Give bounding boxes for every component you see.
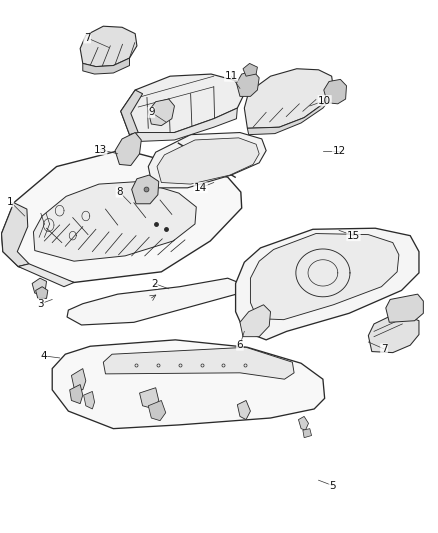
Polygon shape <box>247 88 333 135</box>
Text: 4: 4 <box>40 351 47 361</box>
Polygon shape <box>2 203 29 266</box>
Polygon shape <box>121 90 143 135</box>
Polygon shape <box>33 181 196 261</box>
Polygon shape <box>303 429 311 438</box>
Text: 2: 2 <box>151 279 158 288</box>
Polygon shape <box>130 108 237 142</box>
Polygon shape <box>148 400 166 421</box>
Text: 3: 3 <box>38 298 44 309</box>
Polygon shape <box>243 63 258 76</box>
Text: 6: 6 <box>237 340 243 350</box>
Polygon shape <box>70 384 83 403</box>
Polygon shape <box>35 287 48 298</box>
Text: 15: 15 <box>347 231 360 241</box>
Text: 8: 8 <box>116 187 123 197</box>
Text: 12: 12 <box>332 146 346 156</box>
Polygon shape <box>237 71 259 96</box>
Polygon shape <box>386 294 424 322</box>
Polygon shape <box>244 69 333 128</box>
Polygon shape <box>83 58 130 74</box>
Polygon shape <box>237 400 251 419</box>
Polygon shape <box>121 74 244 135</box>
Polygon shape <box>157 138 259 184</box>
Polygon shape <box>324 79 346 104</box>
Polygon shape <box>148 99 174 126</box>
Text: 7: 7 <box>381 344 387 354</box>
Text: 13: 13 <box>94 144 107 155</box>
Text: 14: 14 <box>194 183 207 193</box>
Polygon shape <box>80 26 137 67</box>
Polygon shape <box>140 387 159 409</box>
Text: 11: 11 <box>225 71 238 81</box>
Polygon shape <box>148 133 266 188</box>
Polygon shape <box>240 305 271 337</box>
Text: 1: 1 <box>7 197 14 207</box>
Polygon shape <box>67 278 242 325</box>
Polygon shape <box>368 316 419 353</box>
Polygon shape <box>71 368 86 390</box>
Polygon shape <box>251 233 399 320</box>
Polygon shape <box>132 175 159 204</box>
Text: 5: 5 <box>329 481 336 490</box>
Polygon shape <box>2 150 242 282</box>
Polygon shape <box>298 416 308 430</box>
Polygon shape <box>84 391 95 409</box>
Text: 10: 10 <box>318 95 331 106</box>
Polygon shape <box>18 264 74 287</box>
Text: 7: 7 <box>84 33 91 43</box>
Text: 9: 9 <box>148 107 155 117</box>
Polygon shape <box>52 340 325 429</box>
Polygon shape <box>115 133 141 165</box>
Polygon shape <box>103 348 294 379</box>
Polygon shape <box>236 228 419 340</box>
Polygon shape <box>32 278 46 294</box>
